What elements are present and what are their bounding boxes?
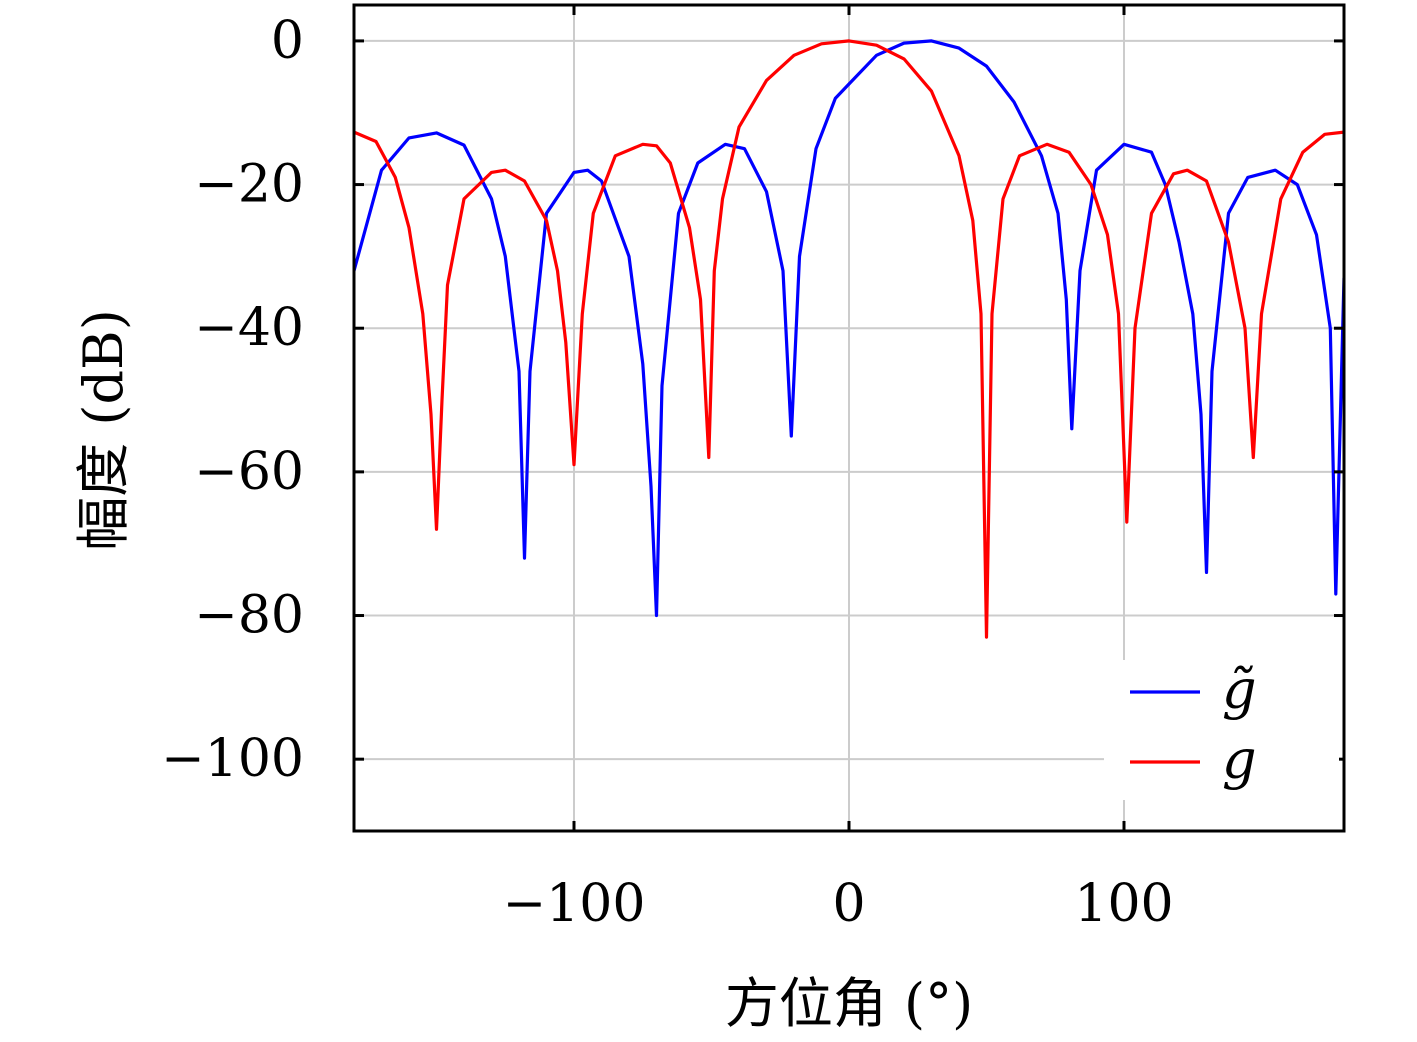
x-tick-label: 100 — [1074, 874, 1173, 934]
y-tick-label: −40 — [194, 298, 304, 358]
y-axis-title: 幅度 (dB) — [72, 309, 135, 551]
grid — [354, 5, 1344, 831]
plot-frame — [352, 3, 1346, 833]
y-tick-label: −80 — [194, 586, 304, 646]
tick-labels: −100 0 100 0 −20 −40 −60 −80 −100 — [161, 11, 1173, 934]
legend-label: g — [1222, 728, 1257, 791]
series-line-1 — [354, 39, 1344, 639]
x-axis-title: 方位角 (°) — [725, 972, 973, 1035]
series-line-0 — [354, 39, 1344, 618]
y-tick-label: −20 — [194, 155, 304, 215]
x-tick-label: −100 — [503, 874, 646, 934]
series-layer — [354, 39, 1344, 639]
y-tick-label: −60 — [194, 442, 304, 502]
y-tick-label: 0 — [271, 11, 304, 71]
legend-box — [1104, 660, 1339, 800]
y-tick-label: −100 — [161, 729, 304, 789]
x-tick-label: 0 — [832, 874, 865, 934]
legend: g̃ g — [1104, 658, 1339, 800]
legend-label: g̃ — [1222, 658, 1257, 721]
